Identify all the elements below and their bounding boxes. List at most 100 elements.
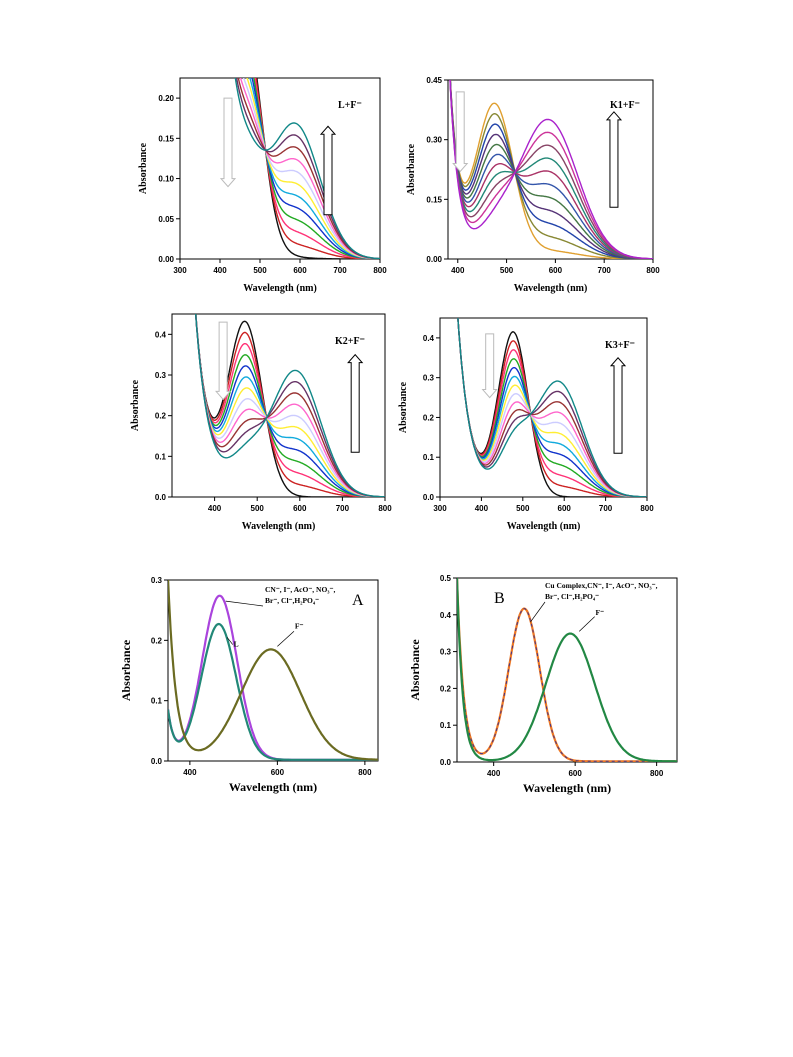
- y-tick-label: 0.3: [423, 374, 435, 383]
- x-axis-label: Wavelength (nm): [242, 521, 316, 532]
- trend-arrow-up: [609, 357, 627, 454]
- y-tick-label: 0.3: [151, 576, 163, 585]
- trend-arrow-up: [347, 353, 364, 453]
- plot-frame: [439, 317, 648, 498]
- plot-frame: [447, 79, 654, 260]
- y-tick-label: 0.20: [158, 94, 174, 103]
- plot-area: [194, 314, 385, 497]
- x-tick-label: 600: [558, 504, 572, 513]
- panel-label: K1+F⁻: [610, 100, 640, 111]
- series-annotation: F⁻: [596, 608, 605, 617]
- y-tick-label: 0.2: [151, 636, 163, 645]
- y-tick-label: 0.30: [426, 136, 442, 145]
- spectrum-curve: [194, 314, 385, 497]
- spectrum-curve: [237, 78, 380, 259]
- spectrum-curve: [254, 78, 380, 259]
- y-tick-label: 0.0: [440, 758, 452, 767]
- y-tick-label: 0.1: [440, 721, 452, 730]
- plot-frame: [167, 579, 379, 762]
- panel-label: K3+F⁻: [605, 340, 635, 351]
- panel-label: A: [352, 592, 364, 609]
- chart-panel-4: 300 400 500 600 700 800 0.0 0.1 0.2 0.3 0.4 Wavelen…: [398, 317, 654, 532]
- plot-area: [168, 580, 378, 761]
- x-tick-label: 800: [650, 769, 664, 778]
- series-annotation: L: [234, 639, 239, 648]
- x-axis-label: Wavelength (nm): [514, 283, 588, 294]
- y-axis-label: Absorbance: [408, 639, 422, 701]
- trend-arrow-down: [215, 321, 232, 401]
- series-line: [168, 594, 378, 761]
- annotation-leader: [530, 601, 546, 623]
- y-axis-label: Absorbance: [138, 142, 149, 194]
- spectrum-curve: [242, 78, 380, 259]
- x-tick-label: 800: [378, 504, 392, 513]
- x-tick-label: 600: [293, 504, 307, 513]
- x-tick-label: 700: [336, 504, 350, 513]
- chart-panel-5: 400 600 800 0.0 0.1 0.2 0.3 Wavelength (nm) Abso…: [119, 576, 379, 794]
- y-tick-label: 0.0: [155, 493, 167, 502]
- plot-area: [457, 578, 677, 762]
- spectrum-curve: [256, 78, 380, 259]
- spectrum-curve: [253, 78, 380, 259]
- spectrum-curve: [235, 78, 380, 259]
- y-tick-label: 0.4: [440, 611, 452, 620]
- y-axis-label: Absorbance: [406, 143, 417, 195]
- spectrum-curve: [449, 80, 653, 259]
- x-tick-label: 700: [599, 504, 613, 513]
- y-tick-label: 0.2: [155, 412, 167, 421]
- x-tick-label: 600: [549, 266, 563, 275]
- x-tick-label: 400: [213, 266, 227, 275]
- y-tick-label: 0.3: [155, 371, 167, 380]
- x-tick-label: 400: [451, 266, 465, 275]
- spectrum-curve: [251, 78, 380, 259]
- trend-arrow-down: [452, 91, 469, 173]
- panel-label: L+F⁻: [338, 100, 362, 111]
- spectrum-curve: [239, 78, 380, 259]
- annotation-leader: [277, 631, 295, 647]
- panel-label: K2+F⁻: [335, 336, 365, 347]
- x-tick-label: 400: [183, 768, 197, 777]
- x-tick-label: 300: [173, 266, 187, 275]
- x-tick-label: 500: [500, 266, 514, 275]
- spectrum-curve: [234, 78, 380, 259]
- y-tick-label: 0.4: [423, 334, 435, 343]
- x-tick-label: 500: [516, 504, 530, 513]
- annotation-leader: [225, 600, 264, 607]
- x-tick-label: 600: [293, 266, 307, 275]
- x-axis-label: Wavelength (nm): [243, 283, 317, 294]
- y-tick-label: 0.3: [440, 648, 452, 657]
- chart-panel-3: 400 500 600 700 800 0.0 0.1 0.2 0.3 0.4 Wavelength…: [130, 313, 392, 532]
- annotation-leader: [226, 637, 234, 645]
- x-tick-label: 800: [358, 768, 372, 777]
- y-axis-label: Absorbance: [130, 379, 141, 431]
- plot-area: [234, 78, 380, 259]
- x-tick-label: 700: [598, 266, 612, 275]
- x-tick-label: 400: [208, 504, 222, 513]
- chart-panel-1: 300 400 500 600 700 800 0.00 0.05 0.10 0.15 0.20 Wa…: [138, 77, 387, 294]
- spectrum-curve: [449, 80, 653, 259]
- x-tick-label: 400: [487, 769, 501, 778]
- x-tick-label: 600: [271, 768, 285, 777]
- y-tick-label: 0.05: [158, 215, 174, 224]
- spectrum-curve: [449, 80, 653, 259]
- series-annotation: Br⁻, Cl⁻,H₂PO₄⁻: [545, 592, 599, 601]
- plot-frame: [179, 77, 381, 260]
- y-tick-label: 0.15: [158, 134, 174, 143]
- trend-arrow-up: [319, 125, 337, 216]
- y-axis-label: Absorbance: [119, 639, 133, 701]
- plot-area: [449, 80, 653, 259]
- y-tick-label: 0.1: [423, 453, 435, 462]
- x-axis-label: Wavelength (nm): [507, 521, 581, 532]
- y-tick-label: 0.2: [440, 684, 452, 693]
- y-tick-label: 0.0: [423, 493, 435, 502]
- x-tick-label: 300: [433, 504, 447, 513]
- series-annotation: Br⁻, Cl⁻,H₂PO₄⁻: [265, 596, 319, 605]
- y-tick-label: 0.0: [151, 757, 163, 766]
- plot-area: [457, 318, 647, 497]
- annotation-leader: [578, 616, 595, 632]
- series-line-overlay: [457, 578, 677, 762]
- x-axis-label: Wavelength (nm): [523, 781, 611, 795]
- spectrum-curve: [246, 78, 380, 259]
- x-tick-label: 500: [251, 504, 265, 513]
- series-line: [457, 578, 677, 762]
